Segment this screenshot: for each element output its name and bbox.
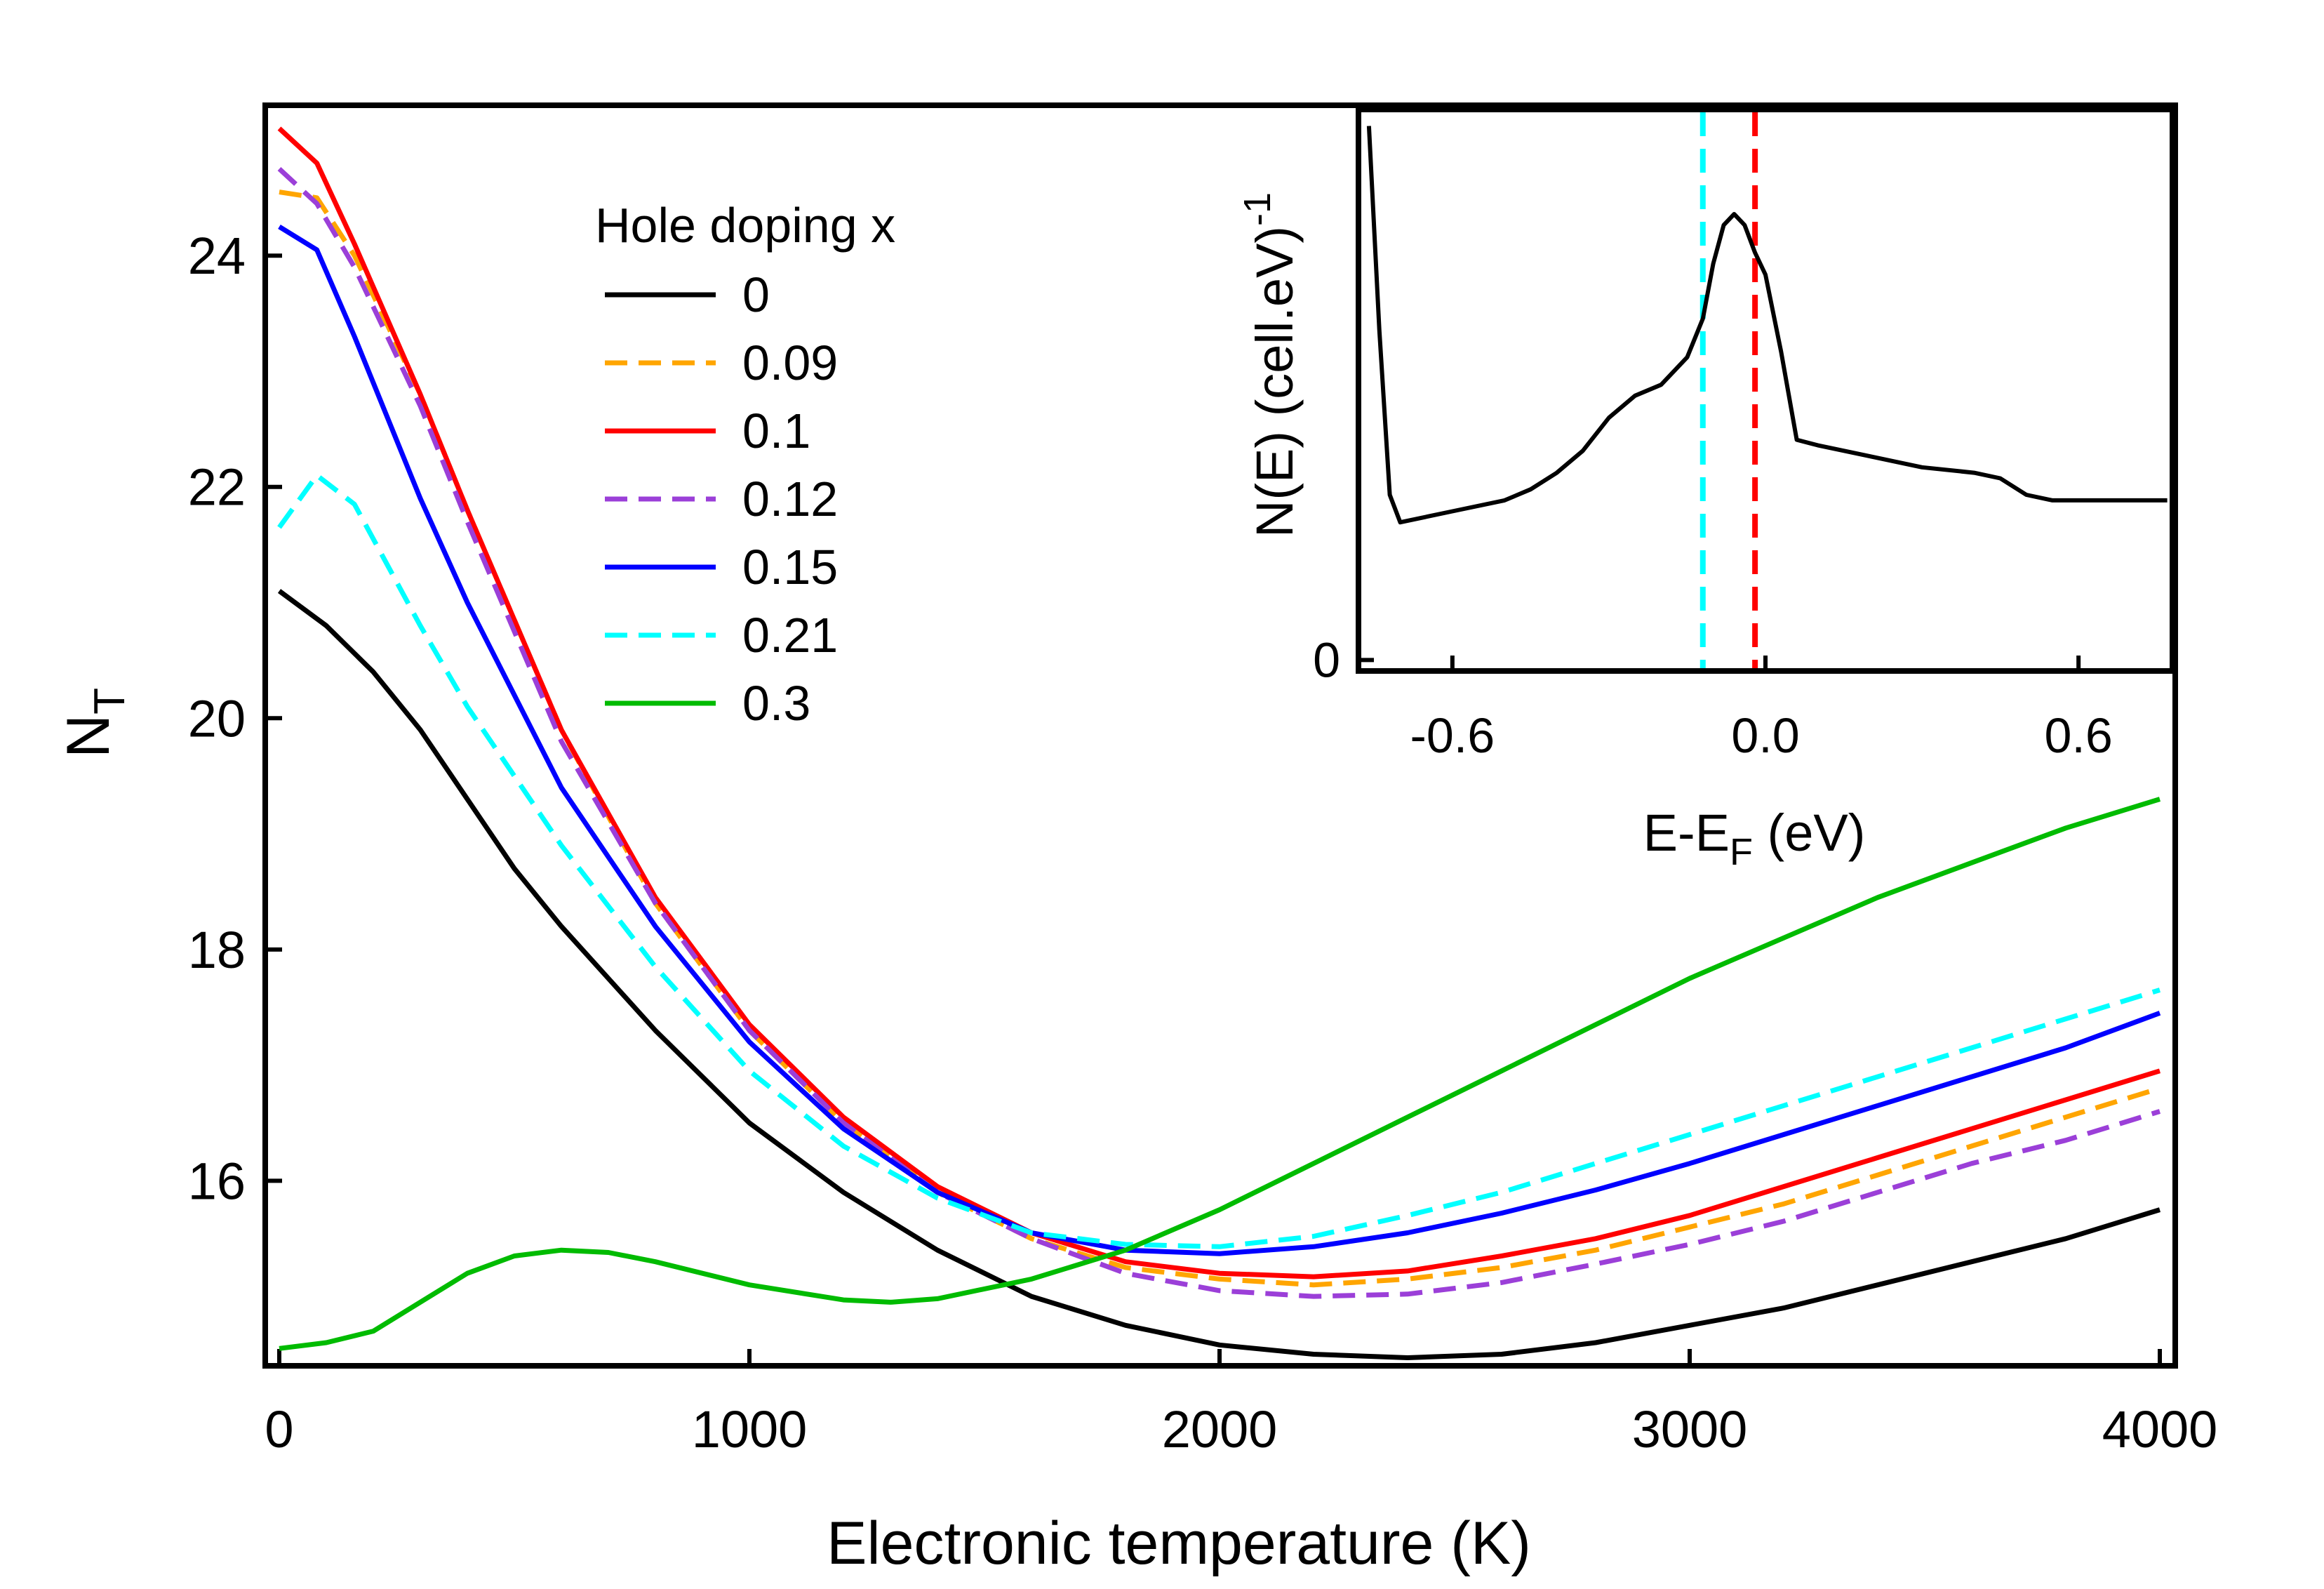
x-tick-label-0: 0	[265, 1400, 293, 1458]
legend-title: Hole doping x	[595, 198, 895, 253]
x-axis-title: Electronic temperature (K)	[827, 1510, 1531, 1577]
series-line-x-0-21	[277, 472, 2161, 1249]
inset-x-title-main: E-E	[1643, 804, 1730, 862]
inset-y-title-main: N(E) (cell.eV)	[1246, 226, 1304, 538]
x-tick-label-4000: 4000	[2102, 1400, 2218, 1458]
series-line-x-0-3	[279, 797, 2161, 1351]
legend-items: 0 0.09 0.1 0.12 0.15 0.21 0.3	[605, 267, 838, 731]
x-tick-label-3000: 3000	[1632, 1400, 1748, 1458]
inset-ticks: -0.6 0.0 0.6 0	[1313, 632, 2113, 763]
inset-y-title-sup: -1	[1236, 192, 1278, 226]
inset-series	[1366, 112, 2168, 668]
y-tick-label-20: 20	[188, 689, 246, 747]
y-axis-title-main: N	[55, 714, 122, 758]
x-tick-label-1000: 1000	[692, 1400, 808, 1458]
y-tick-label-24: 24	[188, 227, 246, 285]
inset-background	[1358, 109, 2172, 671]
legend-label-0-15: 0.15	[742, 540, 838, 594]
inset-x-tick-label-0-6: 0.6	[2044, 708, 2112, 763]
series-line-x-0	[277, 589, 2161, 1360]
inset-y-axis-title: N(E) (cell.eV)-1	[1236, 192, 1304, 538]
y-tick-label-18: 18	[188, 921, 246, 979]
y-tick-label-16: 16	[188, 1152, 246, 1210]
series-line-x-0-12	[277, 167, 2161, 1299]
inset-plot: -0.6 0.0 0.6 0 E-EF (eV) N(E) (cell.eV)-1	[1236, 107, 2175, 873]
legend-label-0: 0	[742, 267, 770, 322]
inset-series-line-DOS	[1366, 126, 2168, 525]
inset-x-title-unit: (eV)	[1753, 804, 1865, 862]
x-tick-label-2000: 2000	[1162, 1400, 1278, 1458]
y-axis-title: NT	[55, 688, 134, 758]
inset-y-tick-label-0: 0	[1313, 632, 1340, 687]
legend-label-0-1: 0.1	[742, 404, 810, 458]
series-line-x-0-1	[277, 126, 2161, 1279]
inset-x-tick-label-0-0: 0.0	[1731, 708, 1799, 763]
legend-label-0-09: 0.09	[742, 335, 838, 390]
inset-x-tick-label-0-6: -0.6	[1410, 708, 1495, 763]
main-ticks: 0 1000 2000 3000 4000 16 18 20 22 24	[188, 227, 2218, 1458]
y-axis-title-sub: T	[86, 688, 134, 714]
inset-x-axis-title: E-EF (eV)	[1643, 804, 1866, 873]
legend-label-0-3: 0.3	[742, 676, 810, 731]
main-series	[277, 126, 2161, 1360]
main-plot: 0 1000 2000 3000 4000 16 18 20 22 24 Electronic t…	[55, 102, 2218, 1577]
y-tick-label-22: 22	[188, 458, 246, 517]
legend-label-0-21: 0.21	[742, 608, 838, 663]
legend-label-0-12: 0.12	[742, 472, 838, 526]
inset-x-title-sub: F	[1730, 831, 1753, 873]
legend: Hole doping x 0 0.09 0.1 0.12 0.15 0.21 0.3	[595, 198, 895, 731]
